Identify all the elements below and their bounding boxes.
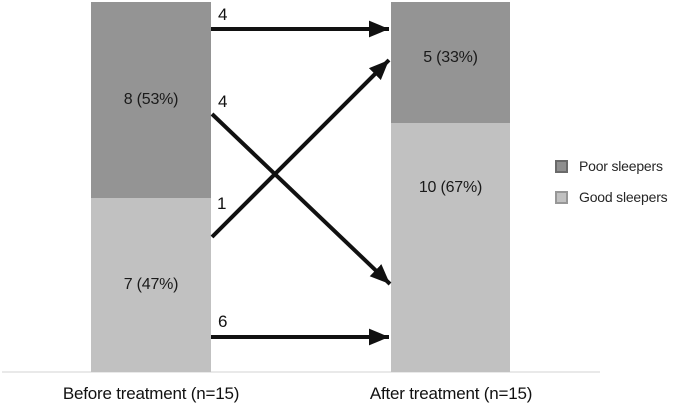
before-poor-count-label: 8 (53%) — [123, 91, 179, 108]
after-poor-count-label: 5 (33%) — [423, 48, 478, 66]
legend-label-good: Good sleepers — [579, 189, 668, 205]
after-good-segment: 10 (67%) — [391, 123, 510, 372]
arrow-count-poor-to-good: 4 — [218, 92, 228, 111]
legend-label-poor: Poor sleepers — [579, 158, 663, 174]
legend-item-good-sleepers: Good sleepers — [555, 189, 668, 205]
x-axis-label-after: After treatment (n=15) — [369, 384, 533, 403]
legend-item-poor-sleepers: Poor sleepers — [555, 158, 667, 174]
axis-baseline — [2, 371, 600, 373]
arrow-count-poor-to-poor: 4 — [218, 5, 228, 24]
before-good-count-label: 7 (47%) — [123, 276, 179, 293]
before-poor-segment: 8 (53%) — [91, 2, 211, 198]
before-good-segment: 7 (47%) — [91, 198, 211, 372]
flow-arrow-good-to-poor — [210, 58, 391, 239]
flow-arrow-poor-to-good — [210, 112, 392, 286]
arrow-count-good-to-poor: 1 — [217, 194, 227, 213]
poor-sleepers-swatch-icon — [555, 159, 568, 173]
good-sleepers-swatch-icon — [555, 190, 568, 204]
after-poor-segment: 5 (33%) — [391, 2, 510, 123]
legend: Poor sleepers Good sleepers — [555, 158, 668, 205]
arrow-count-good-to-good: 6 — [218, 312, 228, 331]
x-axis-label-before: Before treatment (n=15) — [62, 384, 240, 403]
after-good-count-label: 10 (67%) — [418, 178, 483, 196]
before-treatment-bar: 8 (53%) 7 (47%) — [91, 2, 211, 372]
after-treatment-bar: 5 (33%) 10 (67%) — [391, 2, 510, 372]
